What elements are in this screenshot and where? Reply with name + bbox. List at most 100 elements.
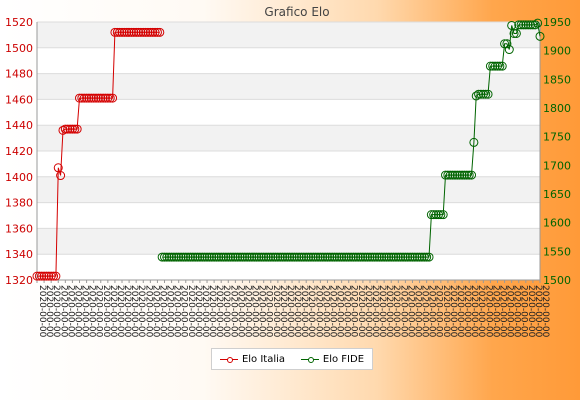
x-tick-label: 2020-00-00 [497, 285, 507, 338]
data-point [443, 170, 453, 180]
data-point [115, 27, 125, 37]
data-point [400, 252, 410, 262]
data-point [188, 252, 198, 262]
data-point [337, 252, 347, 262]
data-point [176, 252, 186, 262]
data-point [136, 27, 146, 37]
x-tick-label: 2020-00-00 [37, 285, 47, 338]
x-tick-label: 2020-00-00 [363, 285, 373, 338]
data-point [193, 252, 203, 262]
data-point [152, 27, 162, 37]
data-point [438, 210, 448, 220]
x-tick-label: 2020-00-00 [384, 285, 394, 338]
data-point [485, 61, 495, 71]
data-point [445, 170, 455, 180]
data-point [63, 124, 73, 134]
x-tick-label: 2020-00-00 [356, 285, 366, 338]
legend: Elo Italia Elo FIDE [211, 348, 373, 370]
data-point [44, 271, 54, 281]
data-point [204, 252, 214, 262]
data-point [516, 20, 526, 30]
data-point [353, 252, 363, 262]
x-tick-label: 2020-00-00 [320, 285, 330, 338]
series-elo-fide [157, 18, 545, 262]
data-point [422, 252, 432, 262]
x-tick-label: 2020-00-00 [483, 285, 493, 338]
x-tick-label: 2020-00-00 [122, 285, 132, 338]
data-point [495, 61, 505, 71]
x-tick-label: 2020-00-00 [143, 285, 153, 338]
data-point [292, 252, 302, 262]
x-tick-label: 2020-00-00 [65, 285, 75, 338]
data-point [464, 170, 474, 180]
data-point [245, 252, 255, 262]
data-point [507, 20, 517, 30]
y-right-tick-label: 1850 [543, 73, 571, 86]
data-point [46, 271, 56, 281]
data-point [84, 93, 94, 103]
data-point [124, 27, 134, 37]
x-tick-label: 2020-00-00 [193, 285, 203, 338]
x-tick-label: 2020-00-00 [441, 285, 451, 338]
data-point [450, 170, 460, 180]
data-point [72, 124, 82, 134]
data-point [346, 252, 356, 262]
y-left-tick-label: 1400 [5, 171, 33, 184]
x-axis-ticks: 2020-00-002020-00-002020-00-002020-00-00… [36, 280, 550, 338]
x-tick-label: 2020-00-00 [150, 285, 160, 338]
x-tick-label: 2020-00-00 [165, 285, 175, 338]
y-left-tick-label: 1360 [5, 222, 33, 235]
y-left-tick-label: 1420 [5, 145, 33, 158]
x-tick-label: 2020-00-00 [448, 285, 458, 338]
data-point [308, 252, 318, 262]
data-point [306, 252, 316, 262]
y-left-tick-label: 1320 [5, 274, 33, 287]
y-right-tick-label: 1600 [543, 217, 571, 230]
x-tick-label: 2020-00-00 [306, 285, 316, 338]
x-tick-label: 2020-00-00 [129, 285, 139, 338]
data-point [93, 93, 103, 103]
data-point [459, 170, 469, 180]
grid-band [37, 73, 540, 100]
y-right-tick-label: 1550 [543, 245, 571, 258]
data-point [268, 252, 278, 262]
data-point [82, 93, 92, 103]
data-point [164, 252, 174, 262]
x-tick-label: 2020-00-00 [342, 285, 352, 338]
data-point [259, 252, 269, 262]
data-point [341, 252, 351, 262]
data-point [185, 252, 195, 262]
x-tick-label: 2020-00-00 [101, 285, 111, 338]
data-point [141, 27, 151, 37]
data-point [462, 170, 472, 180]
data-point [178, 252, 188, 262]
data-point [497, 61, 507, 71]
data-point [382, 252, 392, 262]
data-point [56, 171, 66, 181]
x-tick-label: 2020-00-00 [405, 285, 415, 338]
data-point [455, 170, 465, 180]
data-point [367, 252, 377, 262]
x-tick-label: 2020-00-00 [391, 285, 401, 338]
data-point [313, 252, 323, 262]
data-point [412, 252, 422, 262]
data-point [143, 27, 153, 37]
data-point [403, 252, 413, 262]
data-point [304, 252, 314, 262]
data-point [108, 93, 118, 103]
data-point [370, 252, 380, 262]
data-point [365, 252, 375, 262]
data-point [181, 252, 191, 262]
data-point [230, 252, 240, 262]
data-point [65, 124, 75, 134]
data-point [60, 124, 70, 134]
data-point [393, 252, 403, 262]
data-point [348, 252, 358, 262]
data-point [299, 252, 309, 262]
data-point [126, 27, 136, 37]
y-left-tick-label: 1500 [5, 42, 33, 55]
data-point [171, 252, 181, 262]
x-tick-label: 2020-00-00 [490, 285, 500, 338]
x-tick-label: 2020-00-00 [264, 285, 274, 338]
